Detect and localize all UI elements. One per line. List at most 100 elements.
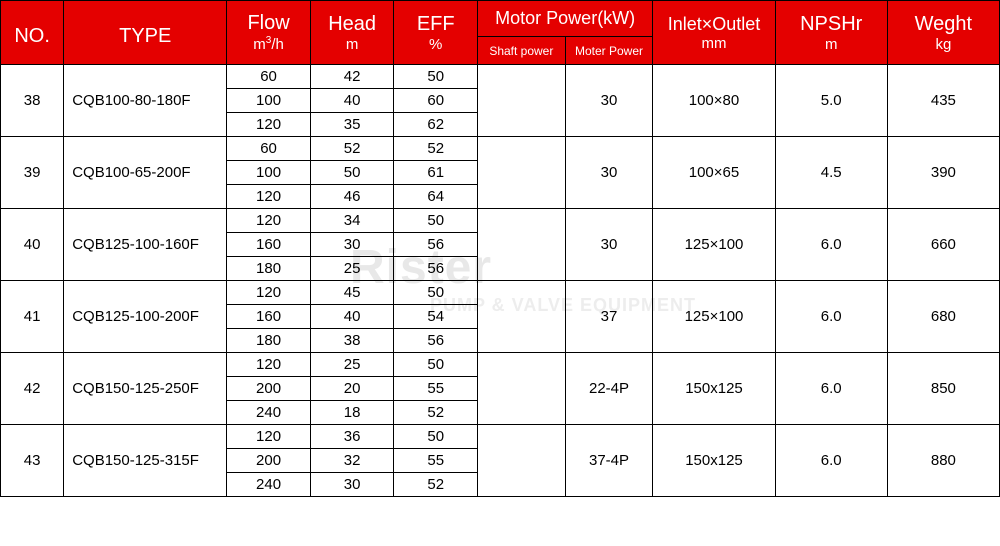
header-motor: Motor Power(kW) [479,2,651,35]
cell-flow: 120 [227,209,311,233]
cell-shaft-power [478,65,566,137]
cell-flow: 120 [227,113,311,137]
cell-shaft-power [478,353,566,425]
cell-eff: 52 [394,401,478,425]
cell-shaft-power [478,209,566,281]
cell-type: CQB150-125-315F [64,425,227,497]
cell-eff: 50 [394,353,478,377]
cell-flow: 200 [227,377,311,401]
cell-flow: 60 [227,137,311,161]
cell-no: 39 [1,137,64,209]
header-npshr-unit: m [777,36,886,61]
cell-head: 34 [310,209,394,233]
cell-head: 30 [310,233,394,257]
cell-npshr: 4.5 [775,137,887,209]
cell-head: 50 [310,161,394,185]
cell-head: 25 [310,257,394,281]
header-io: Inlet×Outlet [654,6,773,35]
cell-eff: 62 [394,113,478,137]
cell-eff: 52 [394,473,478,497]
cell-eff: 56 [394,257,478,281]
cell-head: 32 [310,449,394,473]
cell-npshr: 6.0 [775,353,887,425]
cell-no: 41 [1,281,64,353]
cell-no: 42 [1,353,64,425]
cell-head: 38 [310,329,394,353]
table-row: 40CQB125-100-160F120345030125×1006.0660 [1,209,1000,233]
cell-weight: 660 [887,209,999,281]
cell-flow: 180 [227,329,311,353]
cell-no: 38 [1,65,64,137]
cell-flow: 180 [227,257,311,281]
cell-flow: 60 [227,65,311,89]
cell-eff: 55 [394,449,478,473]
cell-head: 18 [310,401,394,425]
cell-io: 100×80 [653,65,775,137]
cell-head: 35 [310,113,394,137]
table-row: 42CQB150-125-250F120255022-4P150x1256.08… [1,353,1000,377]
cell-npshr: 5.0 [775,65,887,137]
cell-eff: 54 [394,305,478,329]
cell-eff: 56 [394,329,478,353]
cell-flow: 120 [227,353,311,377]
cell-flow: 240 [227,473,311,497]
cell-weight: 880 [887,425,999,497]
header-no: NO. [2,17,62,48]
cell-motor-power: 30 [565,209,653,281]
cell-head: 45 [310,281,394,305]
cell-shaft-power [478,425,566,497]
cell-io: 100×65 [653,137,775,209]
cell-eff: 50 [394,281,478,305]
cell-no: 40 [1,209,64,281]
cell-type: CQB150-125-250F [64,353,227,425]
cell-weight: 390 [887,137,999,209]
cell-eff: 55 [394,377,478,401]
header-head-unit: m [312,36,393,61]
pump-spec-table: NO. TYPE Flow m3/h Head m EFF % Motor Po… [0,0,1000,497]
header-eff-unit: % [395,36,476,61]
cell-io: 125×100 [653,209,775,281]
cell-motor-power: 30 [565,137,653,209]
table-row: 39CQB100-65-200F60525230100×654.5390 [1,137,1000,161]
cell-flow: 100 [227,161,311,185]
cell-flow: 200 [227,449,311,473]
cell-io: 150x125 [653,425,775,497]
cell-npshr: 6.0 [775,209,887,281]
cell-head: 42 [310,65,394,89]
header-flow-unit: m3/h [228,35,309,61]
table-row: 41CQB125-100-200F120455037125×1006.0680 [1,281,1000,305]
table-header: NO. TYPE Flow m3/h Head m EFF % Motor Po… [1,1,1000,65]
cell-head: 20 [310,377,394,401]
cell-motor-power: 37 [565,281,653,353]
cell-head: 52 [310,137,394,161]
cell-head: 30 [310,473,394,497]
cell-type: CQB125-100-160F [64,209,227,281]
cell-flow: 120 [227,185,311,209]
cell-no: 43 [1,425,64,497]
cell-head: 46 [310,185,394,209]
cell-eff: 56 [394,233,478,257]
cell-flow: 240 [227,401,311,425]
header-head: Head [312,5,393,36]
header-weight-unit: kg [889,36,998,61]
cell-head: 36 [310,425,394,449]
header-motor-power: Moter Power [565,37,653,65]
header-io-unit: mm [654,35,773,60]
cell-weight: 435 [887,65,999,137]
cell-weight: 680 [887,281,999,353]
cell-flow: 100 [227,89,311,113]
cell-shaft-power [478,137,566,209]
header-shaft-power: Shaft power [478,37,566,65]
cell-weight: 850 [887,353,999,425]
table-row: 38CQB100-80-180F60425030100×805.0435 [1,65,1000,89]
cell-motor-power: 30 [565,65,653,137]
cell-shaft-power [478,281,566,353]
cell-head: 40 [310,305,394,329]
table-row: 43CQB150-125-315F120365037-4P150x1256.08… [1,425,1000,449]
cell-type: CQB125-100-200F [64,281,227,353]
cell-npshr: 6.0 [775,425,887,497]
header-flow: Flow [228,4,309,35]
cell-io: 150x125 [653,353,775,425]
cell-flow: 120 [227,281,311,305]
header-type: TYPE [65,17,225,48]
